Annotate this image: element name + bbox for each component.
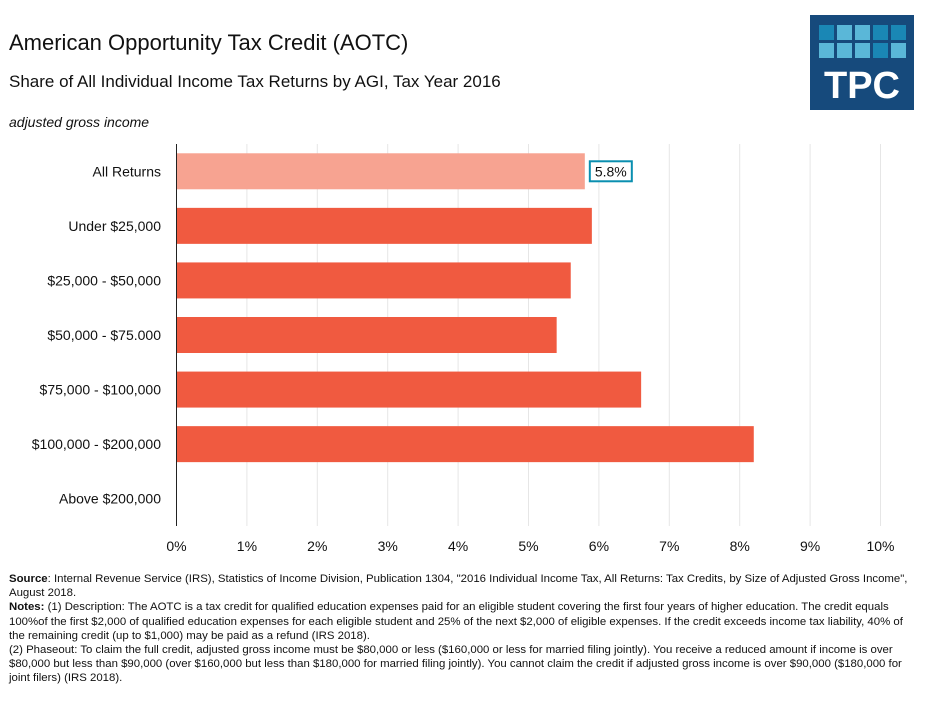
logo-square: [837, 43, 852, 58]
logo-text: TPC: [824, 65, 900, 107]
logo-square: [819, 25, 834, 40]
logo-square: [891, 43, 906, 58]
category-label: $75,000 - $100,000: [40, 382, 162, 398]
source-note: Source: Internal Revenue Service (IRS), …: [9, 572, 919, 600]
x-tick-label: 1%: [237, 538, 257, 554]
x-tick-label: 2%: [307, 538, 327, 554]
chart-title: American Opportunity Tax Credit (AOTC): [9, 30, 409, 55]
note-2-text: (2) Phaseout: To claim the full credit, …: [9, 644, 902, 685]
bar: [176, 262, 571, 299]
bar-chart: All Returns Under $25,000 $25,000 - $50,00…: [32, 144, 895, 554]
category-label: Under $25,000: [68, 218, 161, 234]
logo-square: [855, 25, 870, 40]
notes-label: Notes:: [9, 601, 45, 614]
highlight-label-text: 5.8%: [595, 163, 627, 179]
y-axis-label: adjusted gross income: [9, 114, 150, 130]
category-label: $100,000 - $200,000: [32, 436, 161, 452]
footer-notes: Source: Internal Revenue Service (IRS), …: [9, 572, 919, 686]
category-label: $50,000 - $75.000: [47, 327, 161, 343]
logo-square: [819, 43, 834, 58]
x-tick-label: 6%: [589, 538, 609, 554]
tpc-logo: TPC: [810, 15, 914, 110]
logo-square: [855, 43, 870, 58]
x-tick-label: 0%: [166, 538, 186, 554]
logo-square: [873, 43, 888, 58]
logo-square: [891, 25, 906, 40]
bar: [176, 426, 754, 463]
logo-square: [873, 25, 888, 40]
category-label: All Returns: [93, 163, 161, 179]
bar: [176, 371, 642, 408]
chart-subtitle: Share of All Individual Income Tax Retur…: [9, 72, 501, 91]
x-tick-label: 3%: [378, 538, 398, 554]
bar: [176, 207, 592, 244]
logo-square: [837, 25, 852, 40]
x-tick-label: 10%: [866, 538, 894, 554]
x-tick-label: 4%: [448, 538, 468, 554]
bar: [176, 317, 557, 353]
source-text: : Internal Revenue Service (IRS), Statis…: [9, 573, 908, 600]
source-label: Source: [9, 573, 48, 585]
x-tick-label: 7%: [659, 538, 679, 554]
x-tick-label: 9%: [800, 538, 820, 554]
note-1-text: (1) Description: The AOTC is a tax credi…: [9, 601, 903, 642]
category-label: Above $200,000: [59, 491, 161, 507]
category-label: $25,000 - $50,000: [47, 272, 161, 288]
x-tick-label: 8%: [730, 538, 750, 554]
highlight-data-label: 5.8%: [588, 160, 633, 183]
bar: [176, 153, 585, 190]
x-tick-label: 5%: [518, 538, 538, 554]
notes-1: Notes: (1) Description: The AOTC is a ta…: [9, 600, 919, 643]
